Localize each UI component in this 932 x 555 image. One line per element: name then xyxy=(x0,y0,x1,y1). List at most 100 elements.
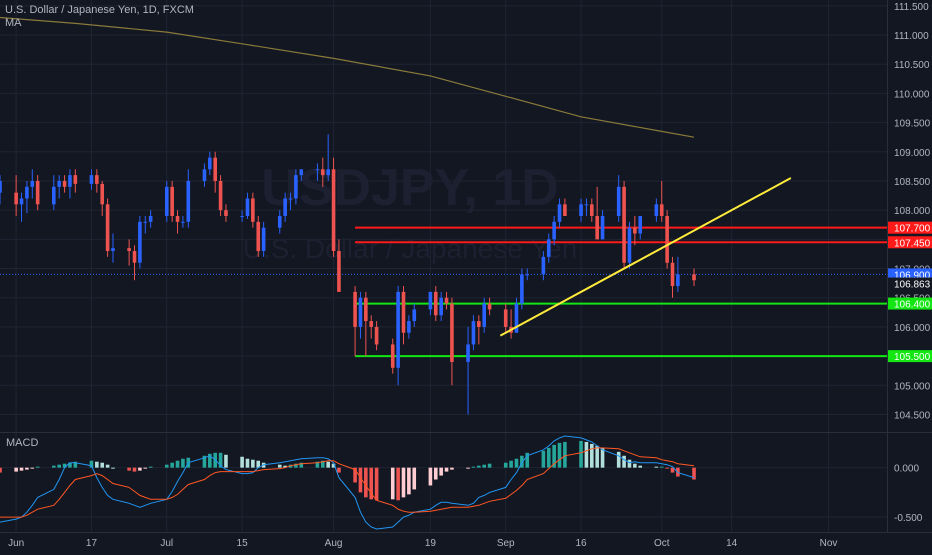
candle[interactable] xyxy=(369,321,374,327)
candle[interactable] xyxy=(466,344,470,362)
candle[interactable] xyxy=(19,198,24,205)
candle[interactable] xyxy=(89,175,94,184)
candle[interactable] xyxy=(364,297,368,322)
candle[interactable] xyxy=(439,297,443,316)
candle[interactable] xyxy=(202,169,207,181)
candle[interactable] xyxy=(331,169,336,252)
candle[interactable] xyxy=(563,204,567,216)
candle[interactable] xyxy=(428,291,433,310)
symbol-title[interactable]: U.S. Dollar / Japanese Yen, 1D, FXCM xyxy=(5,4,194,16)
candle[interactable] xyxy=(590,204,594,216)
candle[interactable] xyxy=(579,204,583,216)
candle[interactable] xyxy=(35,180,40,205)
candle[interactable] xyxy=(186,180,191,222)
macd-indicator-label[interactable]: MACD xyxy=(6,437,39,449)
candle[interactable] xyxy=(450,303,454,362)
candle[interactable] xyxy=(143,221,148,223)
candle[interactable] xyxy=(95,175,99,184)
candle[interactable] xyxy=(633,227,637,234)
candle[interactable] xyxy=(433,291,438,316)
candle[interactable] xyxy=(164,186,169,216)
candle[interactable] xyxy=(288,198,293,200)
candle[interactable] xyxy=(595,216,599,240)
candle[interactable] xyxy=(181,221,185,223)
candle[interactable] xyxy=(25,186,29,199)
candle[interactable] xyxy=(175,216,180,222)
candle[interactable] xyxy=(520,274,524,304)
candle[interactable] xyxy=(14,192,18,205)
candle[interactable] xyxy=(659,204,664,216)
candle[interactable] xyxy=(638,216,643,234)
candle[interactable] xyxy=(132,251,137,263)
trendline[interactable] xyxy=(499,177,792,337)
candle[interactable] xyxy=(213,157,217,181)
candle[interactable] xyxy=(670,262,675,287)
candle[interactable] xyxy=(240,216,244,217)
candle[interactable] xyxy=(584,204,589,206)
candle[interactable] xyxy=(256,221,261,252)
candle[interactable] xyxy=(482,303,486,327)
candle[interactable] xyxy=(407,321,411,333)
candle[interactable] xyxy=(692,274,696,281)
candle[interactable] xyxy=(412,309,417,322)
candle[interactable] xyxy=(245,198,250,216)
candle[interactable] xyxy=(374,326,379,345)
candle[interactable] xyxy=(283,198,287,216)
candle[interactable] xyxy=(261,227,266,252)
candle[interactable] xyxy=(337,251,341,292)
candle[interactable] xyxy=(52,186,56,205)
candle[interactable] xyxy=(477,321,481,327)
candle[interactable] xyxy=(321,169,325,176)
candle[interactable] xyxy=(676,274,680,287)
candle[interactable] xyxy=(358,297,363,327)
candle[interactable] xyxy=(218,180,223,211)
candle[interactable] xyxy=(654,204,659,216)
candle[interactable] xyxy=(68,175,72,187)
candle[interactable] xyxy=(100,183,105,205)
candle[interactable] xyxy=(541,256,546,275)
candle[interactable] xyxy=(105,204,110,252)
macd-line[interactable] xyxy=(0,435,695,530)
candle[interactable] xyxy=(294,175,298,199)
candle[interactable] xyxy=(73,175,78,184)
candle[interactable] xyxy=(616,186,621,216)
candle[interactable] xyxy=(111,248,115,252)
candle[interactable] xyxy=(208,157,212,170)
candle[interactable] xyxy=(326,169,330,176)
candle[interactable] xyxy=(315,169,320,171)
moving-average-line[interactable] xyxy=(0,16,695,138)
candle[interactable] xyxy=(127,248,131,252)
ma-indicator-label[interactable]: MA xyxy=(5,17,22,29)
candle[interactable] xyxy=(353,291,357,327)
candle[interactable] xyxy=(487,303,492,310)
candle[interactable] xyxy=(552,221,556,240)
candle[interactable] xyxy=(600,216,605,240)
candle[interactable] xyxy=(627,227,632,263)
candle[interactable] xyxy=(503,309,508,327)
macd-signal-line[interactable] xyxy=(0,447,695,518)
candle[interactable] xyxy=(546,239,551,257)
candle[interactable] xyxy=(396,291,400,368)
candle[interactable] xyxy=(0,180,2,193)
candle[interactable] xyxy=(665,216,669,263)
candle[interactable] xyxy=(401,291,406,333)
candle[interactable] xyxy=(251,198,255,222)
candle[interactable] xyxy=(471,321,476,345)
candle[interactable] xyxy=(622,186,626,263)
candle[interactable] xyxy=(138,221,142,263)
candle[interactable] xyxy=(390,344,395,368)
candle[interactable] xyxy=(57,180,61,187)
candle[interactable] xyxy=(277,216,282,228)
candle[interactable] xyxy=(525,274,530,276)
candle[interactable] xyxy=(557,204,562,222)
candle[interactable] xyxy=(299,169,304,176)
candle[interactable] xyxy=(30,180,35,187)
candle[interactable] xyxy=(148,216,153,222)
candle[interactable] xyxy=(444,297,449,304)
candle[interactable] xyxy=(514,303,519,333)
candle[interactable] xyxy=(170,186,174,216)
candle[interactable] xyxy=(224,210,228,216)
candle[interactable] xyxy=(62,180,67,187)
